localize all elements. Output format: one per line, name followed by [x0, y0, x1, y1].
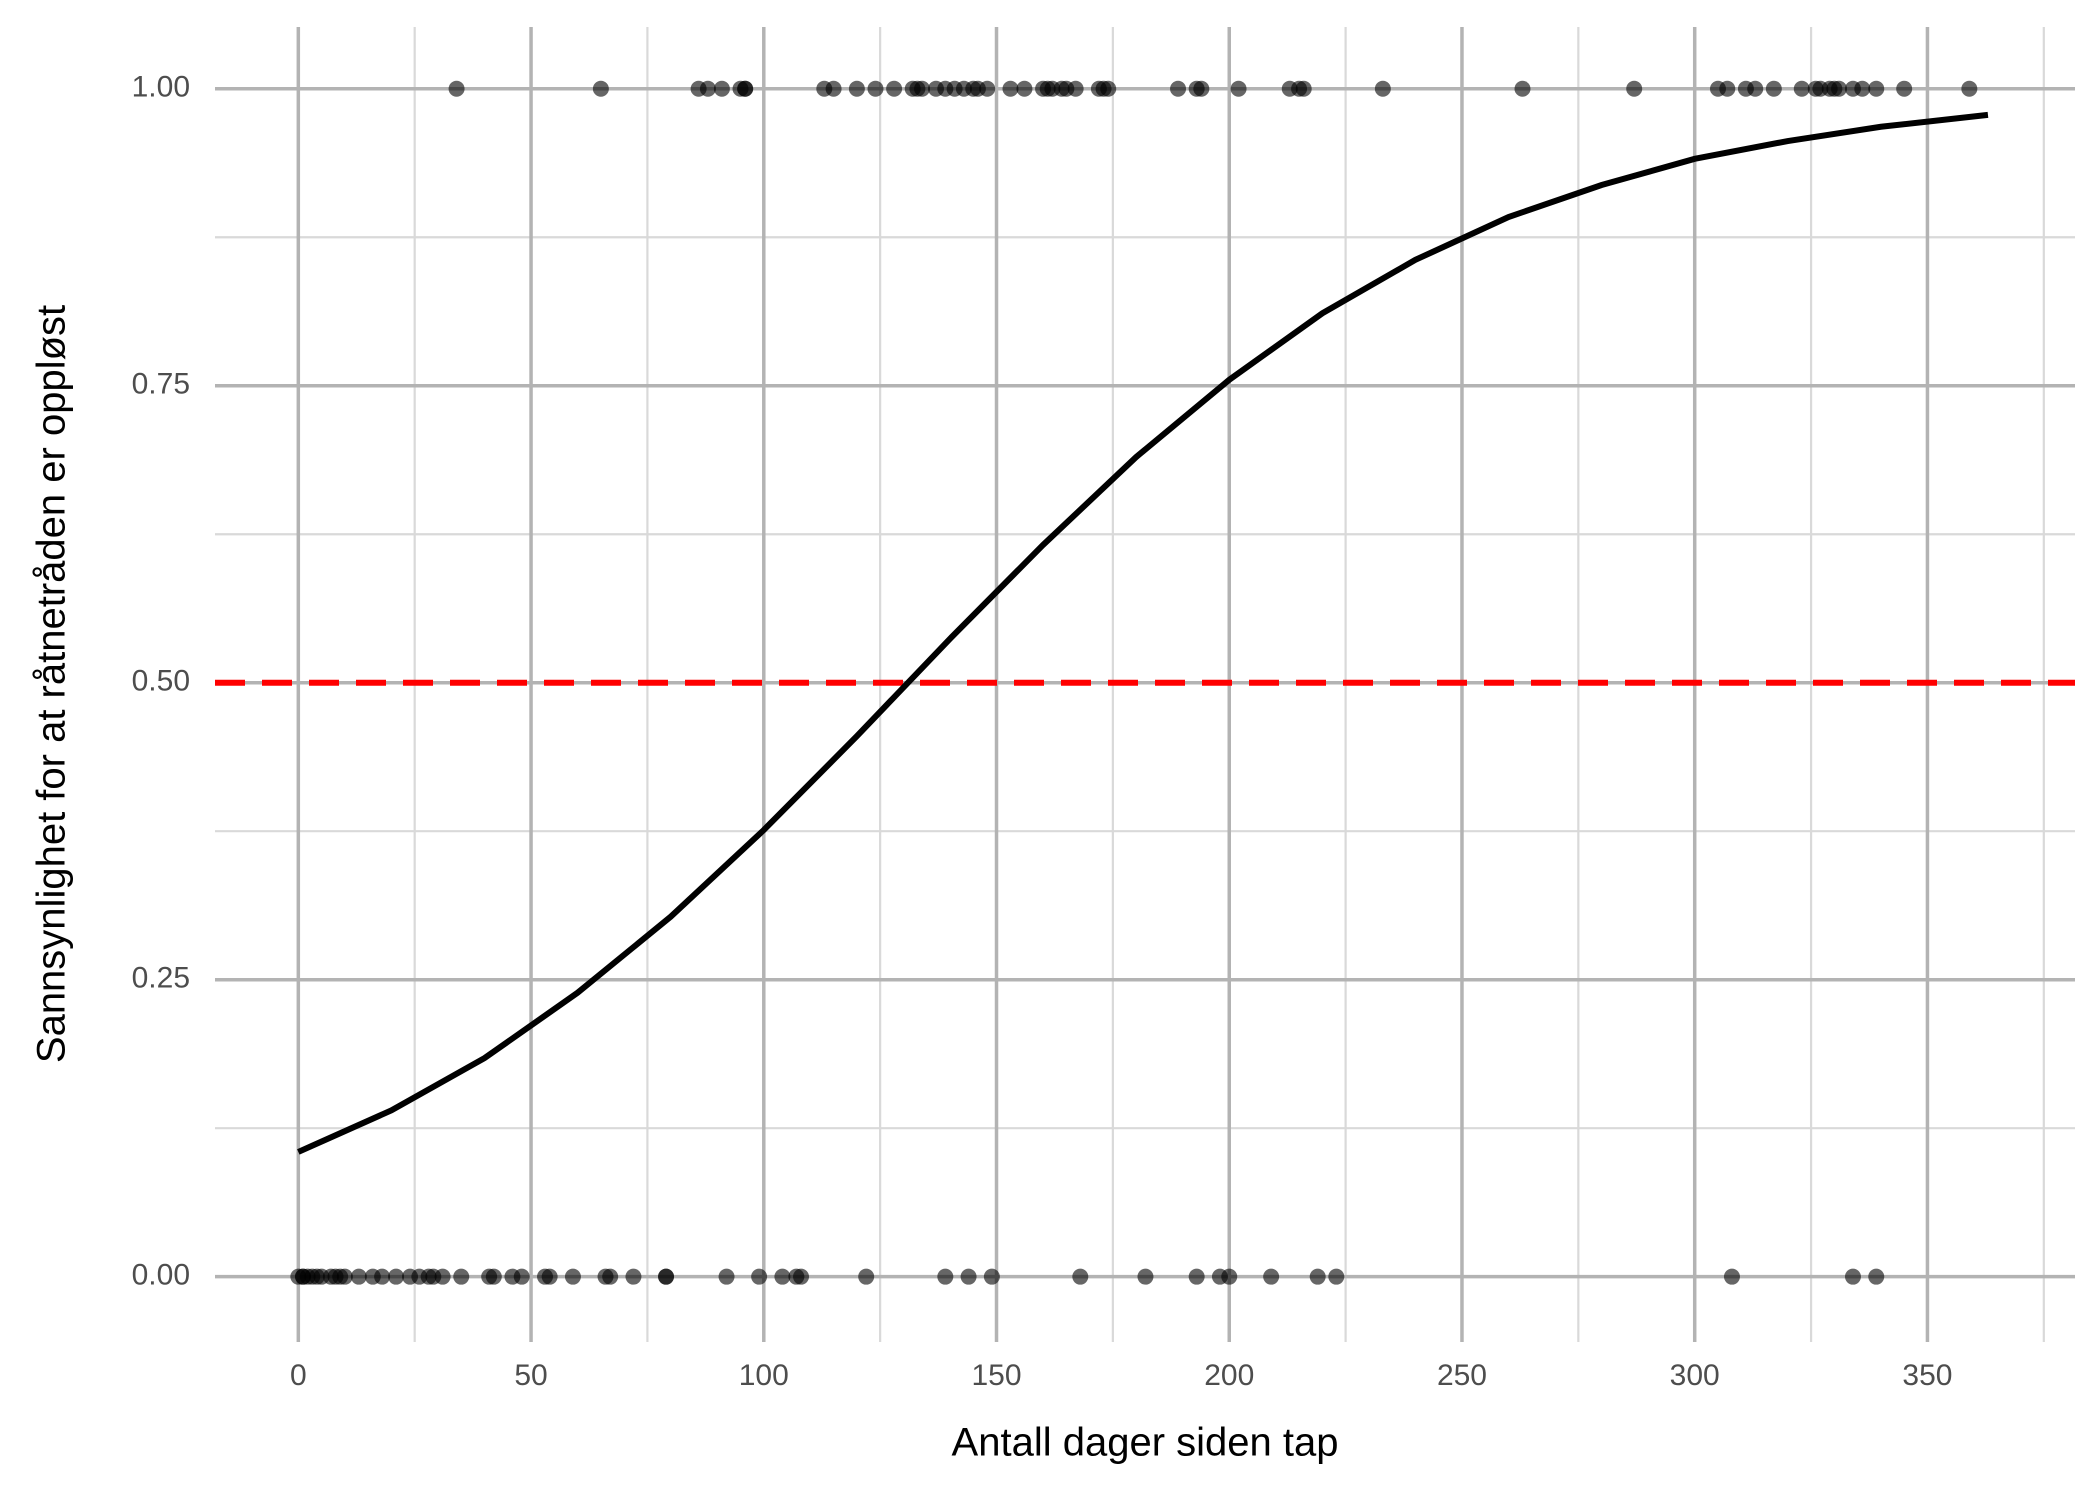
- data-point: [1230, 80, 1247, 97]
- data-point: [1765, 80, 1782, 97]
- data-point: [1793, 80, 1810, 97]
- data-point: [979, 80, 996, 97]
- data-point: [592, 80, 609, 97]
- data-point: [1188, 1268, 1205, 1285]
- x-tick-label: 0: [290, 1359, 307, 1392]
- data-point: [1328, 1268, 1345, 1285]
- data-point: [1374, 80, 1391, 97]
- data-point: [1719, 80, 1736, 97]
- data-point: [1263, 1268, 1280, 1285]
- x-tick-label: 350: [1902, 1359, 1952, 1392]
- x-tick-label: 250: [1437, 1359, 1487, 1392]
- x-tick-label: 300: [1670, 1359, 1720, 1392]
- data-point: [960, 1268, 977, 1285]
- data-point: [983, 1268, 1000, 1285]
- data-point: [793, 1268, 810, 1285]
- data-point: [1067, 80, 1084, 97]
- data-point: [886, 80, 903, 97]
- data-point: [1221, 1268, 1238, 1285]
- data-point: [388, 1268, 405, 1285]
- y-tick-label: 0.00: [132, 1259, 190, 1292]
- data-point: [541, 1268, 558, 1285]
- data-point: [434, 1268, 451, 1285]
- data-point: [1626, 80, 1643, 97]
- x-tick-label: 200: [1204, 1359, 1254, 1392]
- data-point: [350, 1268, 367, 1285]
- y-tick-label: 0.25: [132, 962, 190, 995]
- data-point: [1868, 1268, 1885, 1285]
- data-point: [485, 1268, 502, 1285]
- data-point: [713, 80, 730, 97]
- data-point: [564, 1268, 581, 1285]
- data-point: [937, 1268, 954, 1285]
- data-point: [1002, 80, 1019, 97]
- data-point: [1844, 1268, 1861, 1285]
- x-tick-label: 150: [971, 1359, 1021, 1392]
- data-point: [448, 80, 465, 97]
- data-point: [1514, 80, 1531, 97]
- data-point: [1137, 1268, 1154, 1285]
- y-axis-title: Sannsynlighet for at råtnetråden er oppl…: [30, 305, 74, 1063]
- data-point: [867, 80, 884, 97]
- data-point: [374, 1268, 391, 1285]
- data-point: [825, 80, 842, 97]
- data-point: [1723, 1268, 1740, 1285]
- data-point: [1170, 80, 1187, 97]
- data-point: [658, 1268, 675, 1285]
- data-point: [1193, 80, 1210, 97]
- data-point: [625, 1268, 642, 1285]
- data-point: [1896, 80, 1913, 97]
- data-point: [1961, 80, 1978, 97]
- data-point: [774, 1268, 791, 1285]
- data-point: [858, 1268, 875, 1285]
- data-point: [1100, 80, 1117, 97]
- data-point: [336, 1268, 353, 1285]
- data-point: [1072, 1268, 1089, 1285]
- data-point: [453, 1268, 470, 1285]
- y-tick-label: 1.00: [132, 71, 190, 104]
- data-point: [1747, 80, 1764, 97]
- data-point: [718, 1268, 735, 1285]
- data-point: [751, 1268, 768, 1285]
- y-tick-label: 0.50: [132, 665, 190, 698]
- data-point: [699, 80, 716, 97]
- data-point: [914, 80, 931, 97]
- data-point: [1854, 80, 1871, 97]
- fitted-curve: [297, 111, 1989, 1155]
- y-tick-label: 0.75: [132, 368, 190, 401]
- data-point: [737, 80, 754, 97]
- data-point: [1016, 80, 1033, 97]
- data-point: [848, 80, 865, 97]
- data-point: [1309, 1268, 1326, 1285]
- x-axis-title: Antall dager siden tap: [952, 1421, 1339, 1465]
- data-point: [1295, 80, 1312, 97]
- data-point: [1868, 80, 1885, 97]
- x-tick-label: 100: [739, 1359, 789, 1392]
- x-tick-label: 50: [514, 1359, 547, 1392]
- data-point: [1831, 80, 1848, 97]
- data-point: [602, 1268, 619, 1285]
- data-point: [513, 1268, 530, 1285]
